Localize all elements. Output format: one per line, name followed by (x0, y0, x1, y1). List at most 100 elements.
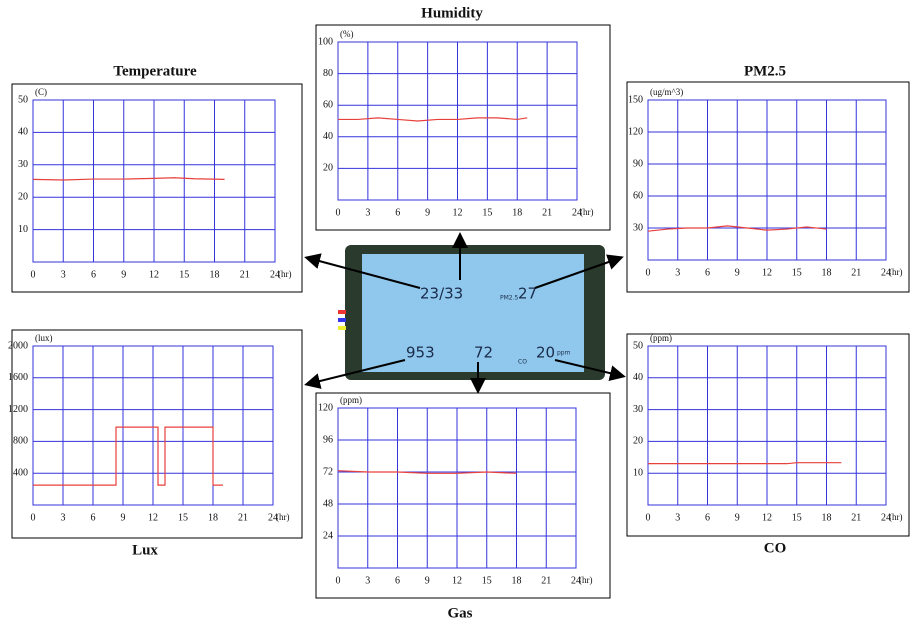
y-tick-label: 40 (18, 127, 28, 138)
x-tick-label: 15 (178, 512, 188, 523)
x-tick-label: 6 (705, 267, 710, 278)
x-tick-label: 3 (61, 269, 66, 280)
x-tick-label: 18 (512, 207, 522, 218)
x-tick-label: 0 (646, 267, 651, 278)
chart-title: Lux (132, 542, 158, 558)
screen-label: ppm (557, 350, 571, 357)
x-tick-label: 24 (881, 512, 891, 523)
x-tick-label: 6 (91, 512, 96, 523)
chart-frame (11, 83, 303, 293)
y-tick-label: 20 (323, 163, 333, 174)
x-tick-label: 12 (149, 269, 159, 280)
x-tick-label: 3 (365, 575, 370, 586)
chart-title: PM2.5 (744, 63, 786, 79)
x-tick-label: 3 (61, 512, 66, 523)
chart-frame (11, 329, 303, 539)
y-tick-label: 60 (323, 99, 333, 110)
screen-label: PM2.5 (500, 295, 519, 302)
x-tick-label: 21 (240, 269, 250, 280)
chart-frame (626, 81, 910, 293)
y-tick-label: 72 (323, 466, 333, 477)
x-tick-label: 18 (822, 512, 832, 523)
wire (338, 318, 346, 322)
x-axis-label: (hr) (889, 267, 903, 277)
x-axis-label: (hr) (276, 512, 290, 522)
y-tick-label: 30 (18, 159, 28, 170)
line-series (337, 470, 517, 474)
x-tick-label: 6 (395, 207, 400, 218)
y-tick-label: 60 (633, 190, 643, 201)
x-tick-label: 21 (542, 207, 552, 218)
x-axis-label: (hr) (580, 207, 594, 217)
x-tick-label: 6 (705, 512, 710, 523)
x-tick-label: 24 (268, 512, 278, 523)
x-tick-label: 6 (395, 575, 400, 586)
x-tick-label: 6 (91, 269, 96, 280)
y-axis-label: (ppm) (650, 333, 672, 343)
reading: 23/33 (420, 285, 463, 303)
x-tick-label: 9 (425, 575, 430, 586)
y-tick-label: 100 (318, 36, 333, 47)
chart-frame (626, 333, 910, 537)
x-tick-label: 12 (148, 512, 158, 523)
x-tick-label: 24 (572, 207, 582, 218)
x-tick-label: 0 (336, 575, 341, 586)
y-tick-label: 30 (633, 404, 643, 415)
device-screen (362, 254, 584, 372)
x-axis-label: (hr) (278, 269, 292, 279)
x-tick-label: 12 (762, 267, 772, 278)
y-axis-label: (lux) (35, 333, 53, 343)
arrow (304, 359, 406, 389)
x-tick-label: 21 (851, 512, 861, 523)
y-axis-label: (C) (35, 87, 47, 97)
x-axis-label: (hr) (579, 575, 593, 585)
arrows (304, 232, 626, 394)
y-axis-label: (ppm) (340, 395, 362, 405)
x-tick-label: 15 (179, 269, 189, 280)
arrow (534, 254, 624, 289)
x-tick-label: 24 (881, 267, 891, 278)
y-tick-label: 48 (323, 498, 333, 509)
chart: Lux 0 3 6 9 12 15 18 21 24 400 800 1200 1600 2000 (lux)… (8, 329, 303, 558)
x-tick-label: 18 (208, 512, 218, 523)
x-tick-label: 24 (270, 269, 280, 280)
device: 23/33 27 953 72 20 PM2.5 CO ppm (338, 245, 605, 380)
y-tick-label: 120 (628, 126, 643, 137)
x-tick-label: 0 (646, 512, 651, 523)
y-tick-label: 1600 (8, 372, 28, 383)
x-tick-label: 9 (735, 267, 740, 278)
x-tick-label: 12 (452, 575, 462, 586)
chart: PM2.5 0 3 6 9 12 15 18 21 24 30 60 90 120 150 (ug/m^3) (… (626, 63, 910, 293)
y-tick-label: 150 (628, 94, 643, 105)
x-tick-label: 9 (121, 269, 126, 280)
y-tick-label: 120 (318, 402, 333, 413)
x-tick-label: 18 (822, 267, 832, 278)
line-series (338, 117, 528, 122)
chart-title: Humidity (421, 5, 483, 21)
x-tick-label: 21 (238, 512, 248, 523)
y-tick-label: 800 (13, 436, 28, 447)
arrow (304, 253, 421, 289)
y-tick-label: 50 (633, 340, 643, 351)
x-tick-label: 3 (675, 267, 680, 278)
x-axis-label: (hr) (889, 512, 903, 522)
x-tick-label: 3 (365, 207, 370, 218)
x-tick-label: 15 (482, 575, 492, 586)
chart-title: Gas (447, 605, 472, 621)
line-series (32, 177, 225, 181)
chart-frame (315, 392, 611, 599)
y-tick-label: 2000 (8, 340, 28, 351)
chart-title: Temperature (113, 63, 197, 79)
y-tick-label: 80 (323, 68, 333, 79)
reading: 27 (518, 285, 537, 303)
reading: 953 (406, 344, 435, 362)
chart-title: CO (764, 540, 787, 556)
line-series (33, 426, 223, 486)
x-tick-label: 21 (541, 575, 551, 586)
x-tick-label: 9 (425, 207, 430, 218)
x-tick-label: 12 (762, 512, 772, 523)
y-tick-label: 10 (18, 224, 28, 235)
chart: Temperature 0 3 6 9 12 15 18 21 24 10 20 30 40 50 (C) (h… (11, 63, 303, 293)
y-tick-label: 400 (13, 467, 28, 478)
